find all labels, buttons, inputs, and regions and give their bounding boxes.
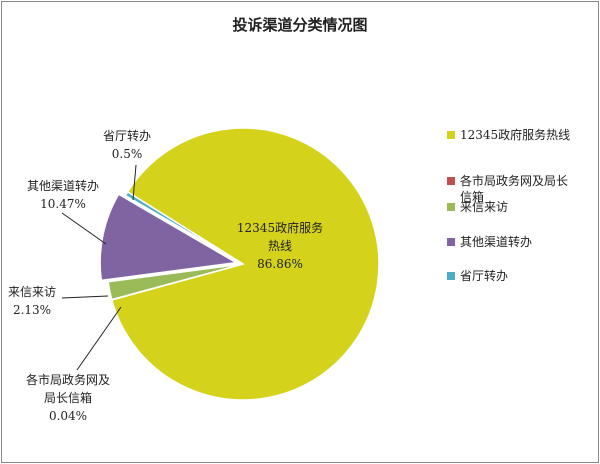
data-label-name: 来信来访 <box>8 285 56 299</box>
legend-item: 省厅转办 <box>447 268 508 283</box>
data-label-name: 局长信箱 <box>44 390 92 405</box>
data-label-name: 省厅转办 <box>103 128 151 143</box>
data-label-name: 其他渠道转办 <box>27 178 99 193</box>
legend-label: 省厅转办 <box>460 268 508 283</box>
legend-item: 12345政府服务热线 <box>447 127 570 142</box>
data-label-name: 12345政府服务 <box>237 220 323 235</box>
chart-title: 投诉渠道分类情况图 <box>232 16 367 34</box>
pie-slice <box>99 193 239 282</box>
legend-swatch <box>447 203 455 211</box>
legend-item: 其他渠道转办 <box>447 234 532 249</box>
pie-slice <box>110 127 380 401</box>
pie-slice <box>124 190 244 265</box>
leader-line <box>76 306 122 371</box>
leader-line <box>61 295 109 299</box>
legend-item: 来信来访 <box>447 200 508 214</box>
legend-swatch <box>447 131 455 139</box>
data-label-name: 热线 <box>268 239 292 253</box>
legend-label: 其他渠道转办 <box>460 234 532 249</box>
data-label-value: 2.13% <box>13 303 51 317</box>
leader-line <box>61 212 107 245</box>
legend-label: 信箱 <box>460 189 484 204</box>
data-label-value: 0.5% <box>112 147 143 161</box>
data-label-name: 各市局政务网及 <box>26 372 110 387</box>
legend-label: 12345政府服务热线 <box>460 127 570 142</box>
legend-swatch <box>447 238 455 246</box>
data-label-value: 86.86% <box>257 257 303 271</box>
legend-label: 来信来访 <box>460 200 508 214</box>
legend-swatch <box>447 177 455 185</box>
data-label-value: 0.04% <box>49 409 87 423</box>
data-label-value: 10.47% <box>40 197 86 211</box>
legend-swatch <box>447 272 455 280</box>
legend-label: 各市局政务网及局长 <box>460 173 568 188</box>
pie-slice <box>107 263 244 301</box>
leader-line <box>132 164 137 201</box>
